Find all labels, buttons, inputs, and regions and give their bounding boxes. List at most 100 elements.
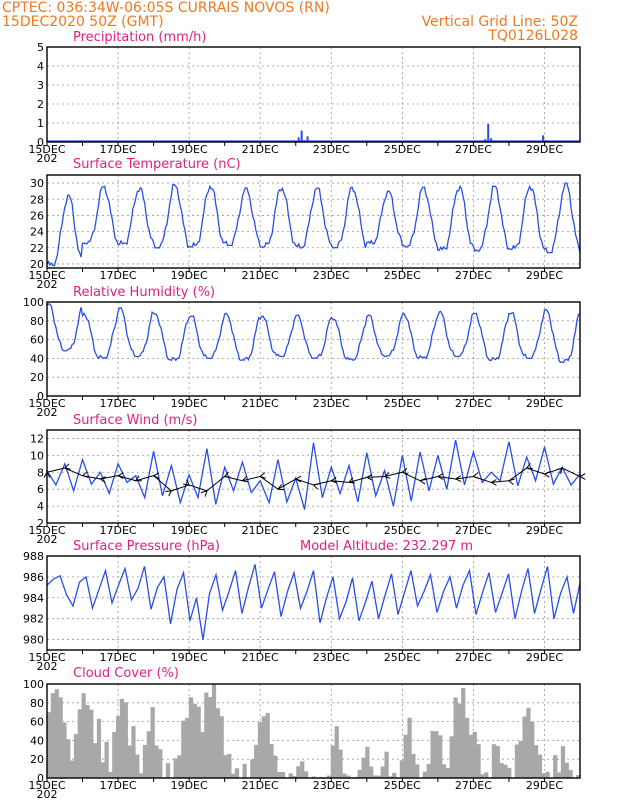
cloud-bar [568,769,573,778]
cloud-bar [250,759,255,778]
cloud-bar [449,736,454,778]
panel-title: Surface Temperature (nC) [73,157,241,172]
cloud-bar [142,744,148,778]
panel-6: Cloud Cover (%) 0 20 40 60 80 100 15DEC 17DEC 19D… [23,666,581,800]
cloud-bar [403,734,408,778]
cloud-bar [173,758,178,778]
cloud-bar [407,717,412,778]
x-tick-label: 23DEC [313,143,350,156]
cloud-bar [480,774,485,778]
cloud-bar [522,716,527,778]
cloud-bar [564,762,569,778]
x-tick-label: 17DEC [100,269,137,282]
panel-title: Surface Wind (m/s) [73,413,197,428]
wind-arrow-head [578,473,586,480]
x-tick-label: 29DEC [526,524,563,537]
cloud-bar [461,687,466,778]
cloud-bar [541,773,546,778]
cloud-bar [334,726,339,778]
y-tick-label: 980 [23,634,44,647]
x-tick-label: 29DEC [526,651,563,664]
x-tick-label: 23DEC [313,524,350,537]
wind-vector [242,476,261,482]
cloud-bar [491,744,497,778]
cloud-bar [73,734,79,778]
wind-speed-line [46,439,581,510]
panel-annotation: Model Altitude: 232.297 m [300,539,473,554]
cloud-bar [530,721,535,778]
x-tick-label: 17DEC [100,397,137,410]
cloud-bar [200,731,205,778]
wind-vector [117,475,136,482]
cloud-bar [231,773,236,778]
header-station: CPTEC: 036:34W-06:05S CURRAIS NOVOS (RN) [2,0,330,16]
wind-vector [508,467,527,482]
x-tick-label: 23DEC [313,269,350,282]
cloud-bar [438,735,443,778]
x-tick-label: 29DEC [526,397,563,410]
x-tick-label: 23DEC [313,651,350,664]
cloud-bar [58,697,63,778]
cloud-bar [372,775,378,778]
header-run-time: 15DEC2020 50Z (GMT) [2,14,164,30]
wind-vector [313,480,332,486]
cloud-bar [77,709,82,778]
wind-arrow-head [63,463,71,470]
panel-title: Cloud Cover (%) [73,666,179,681]
x-tick-label: 23DEC [313,779,350,792]
x-tick-label: 21DEC [242,524,279,537]
wind-vector [348,476,367,483]
cloud-bar [93,743,98,778]
cloud-bar [135,754,140,778]
cloud-bar [556,772,562,778]
cloud-bar [96,718,102,778]
wind-arrow-head [183,479,190,486]
cloud-bar [434,731,439,778]
cloud-bar [300,761,305,778]
x-year-label: 202 [37,152,58,165]
cloud-bar [223,755,228,778]
precip-bar [487,123,490,142]
cloud-bar [127,745,132,778]
cloud-bar [399,760,405,778]
cloud-bar [537,754,543,778]
wind-vector [402,471,421,482]
wind-vector [473,476,492,483]
cloud-bar [457,703,462,778]
wind-vector [277,478,296,490]
cloud-bar [89,709,94,778]
cloud-bar [384,751,389,778]
x-tick-label: 27DEC [455,143,492,156]
wind-arrow-head [294,475,302,483]
wind-arrow-head [134,475,142,482]
x-tick-label: 19DEC [171,269,208,282]
cloud-bar [265,712,270,778]
y-tick-label: 12 [30,432,44,445]
cloud-bar [342,773,347,778]
cloud-bar [150,707,155,778]
x-tick-label: 27DEC [455,524,492,537]
cloud-bar [388,776,393,778]
panel-frame [46,683,581,779]
wind-vector [100,475,119,480]
y-tick-label: 988 [23,550,44,563]
cloud-bar [215,708,220,778]
wind-vector [384,471,403,477]
cloud-bar [66,739,71,778]
x-tick-label: 15DEC [28,651,65,664]
y-tick-label: 4 [37,60,44,73]
cloud-bar [165,763,171,778]
x-year-label: 202 [37,406,58,419]
header-grid-label: Vertical Grid Line: 50Z [422,14,578,30]
cloud-bar [50,693,56,778]
cloud-bar [158,749,163,778]
y-tick-label: 984 [23,592,44,605]
x-tick-label: 29DEC [526,143,563,156]
wind-arrow-head [454,475,462,482]
panel-1: Precipitation (mm/h) 0 1 2 3 4 5 15DEC 17DEC 19DE… [28,30,581,165]
cloud-bar [296,766,301,778]
wind-vector [259,476,279,490]
x-tick-label: 25DEC [384,524,421,537]
cloud-bar [392,772,397,778]
cloud-bar [514,744,520,778]
